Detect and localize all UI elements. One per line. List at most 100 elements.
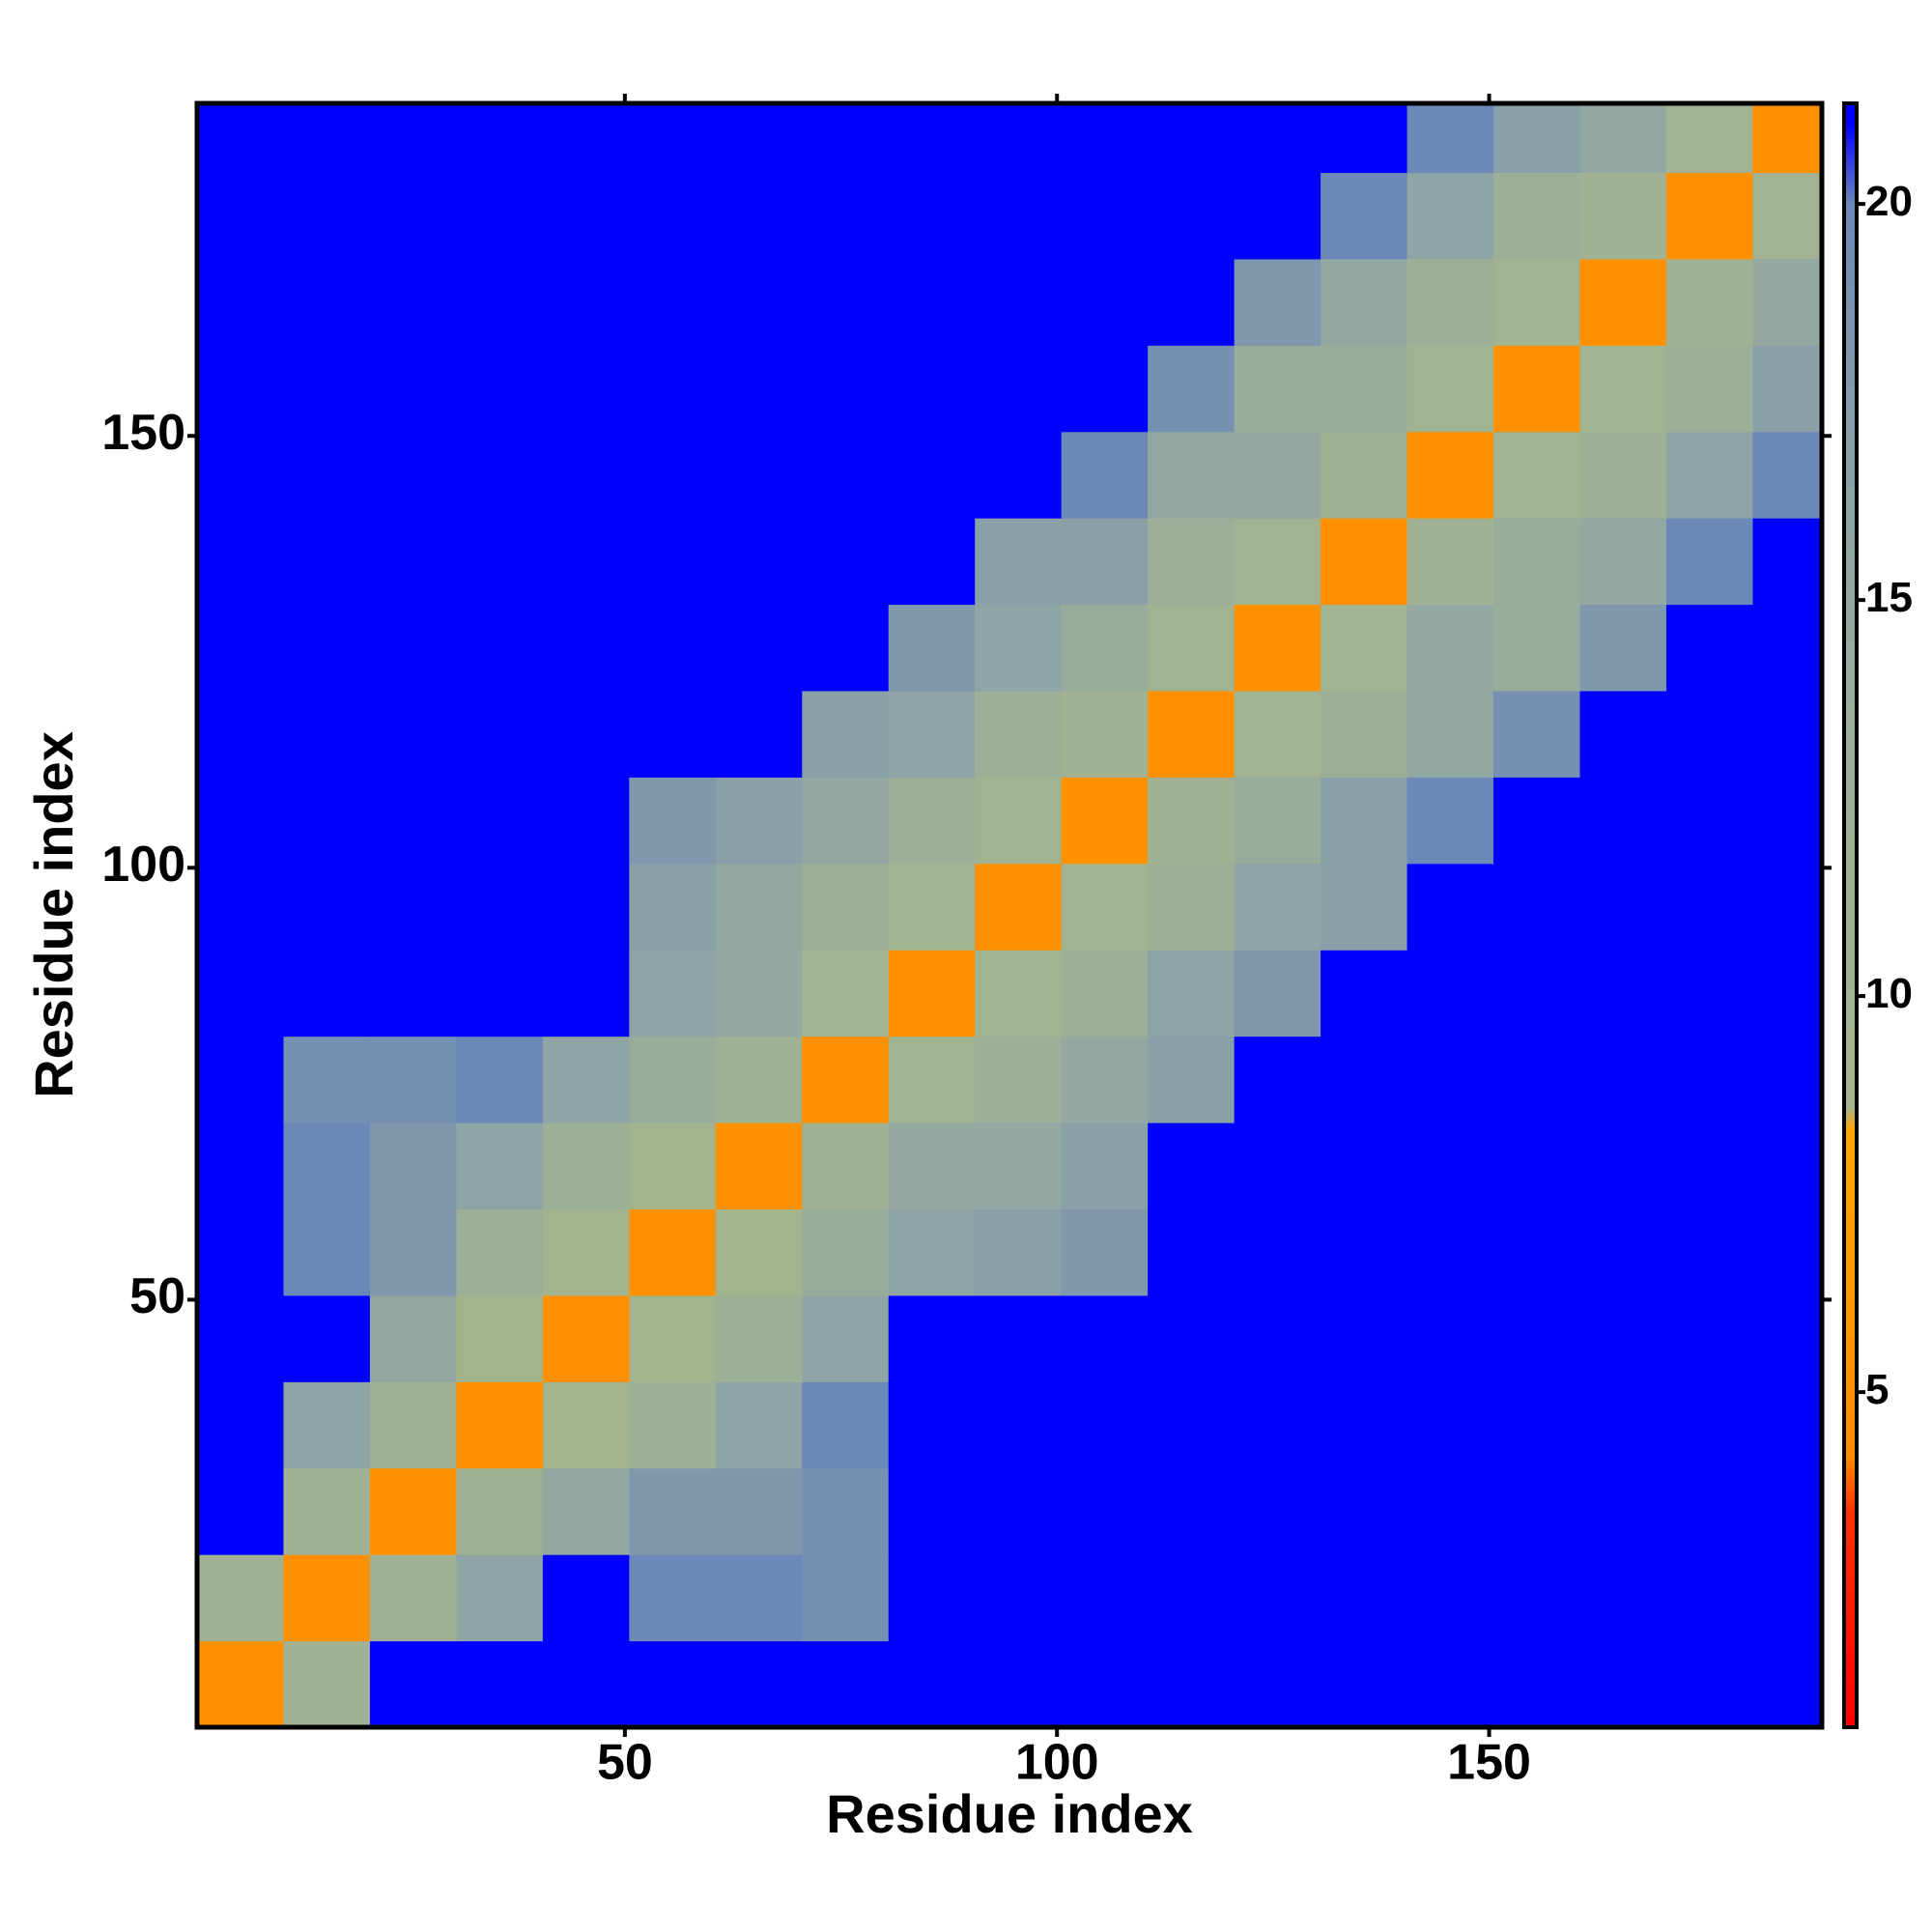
heatmap-cell	[1665, 1554, 1753, 1642]
heatmap-cell	[1493, 1122, 1580, 1210]
heatmap-cell	[1579, 1036, 1667, 1123]
heatmap-cell	[283, 1036, 371, 1123]
heatmap-cell	[1406, 172, 1494, 260]
heatmap-cell	[802, 777, 890, 865]
heatmap-cell	[802, 1467, 890, 1555]
heatmap-cell	[1406, 1036, 1494, 1123]
heatmap-cell	[197, 950, 284, 1037]
heatmap-cell	[1493, 345, 1580, 433]
heatmap-cell	[1061, 1036, 1149, 1123]
heatmap-cell	[1579, 431, 1667, 519]
heatmap-cell	[1148, 863, 1236, 951]
heatmap-cell	[1493, 1467, 1580, 1555]
heatmap-cell	[1493, 1640, 1580, 1728]
heatmap-cell	[715, 103, 803, 174]
heatmap-cell	[1406, 1554, 1494, 1642]
heatmap-cell	[629, 950, 717, 1037]
heatmap-cell	[975, 863, 1063, 951]
heatmap-cell	[1321, 1467, 1408, 1555]
heatmap-cell	[283, 1122, 371, 1210]
heatmap-cell	[1406, 863, 1494, 951]
heatmap-cell	[542, 172, 630, 260]
heatmap-cell	[715, 1640, 803, 1728]
heatmap-cell	[283, 950, 371, 1037]
heatmap-cell	[369, 258, 457, 346]
heatmap-cell	[542, 1381, 630, 1469]
heatmap-cell	[975, 1467, 1063, 1555]
heatmap-cell	[1234, 1467, 1321, 1555]
heatmap-cell	[1234, 103, 1321, 174]
heatmap-cell	[1579, 1467, 1667, 1555]
heatmap-cell	[715, 1554, 803, 1642]
heatmap-cell	[1752, 1122, 1823, 1210]
heatmap-cell	[1752, 863, 1823, 951]
y-tick-label: 150	[101, 405, 185, 461]
heatmap-cell	[456, 345, 544, 433]
heatmap-cell	[975, 691, 1063, 778]
heatmap-cell	[456, 1036, 544, 1123]
heatmap-cell	[629, 1467, 717, 1555]
heatmap-cell	[802, 863, 890, 951]
heatmap-cell	[542, 691, 630, 778]
heatmap-cell	[283, 777, 371, 865]
heatmap-cell	[197, 431, 284, 519]
heatmap-cell	[629, 1294, 717, 1382]
heatmap-cell	[369, 1294, 457, 1382]
heatmap-cell	[1148, 1294, 1236, 1382]
heatmap-cell	[283, 604, 371, 692]
heatmap-cell	[1579, 103, 1667, 174]
heatmap-cell	[1321, 1036, 1408, 1123]
heatmap-cell	[629, 1554, 717, 1642]
heatmap-cell	[888, 258, 976, 346]
heatmap-cell	[1234, 863, 1321, 951]
heatmap-cell	[197, 258, 284, 346]
heatmap-cell	[1234, 1640, 1321, 1728]
heatmap-cell	[1406, 1381, 1494, 1469]
heatmap-cell	[975, 172, 1063, 260]
heatmap-cell	[1579, 691, 1667, 778]
heatmap-cell	[197, 1294, 284, 1382]
heatmap-cell	[1321, 1554, 1408, 1642]
heatmap-cell	[1061, 1122, 1149, 1210]
heatmap-cell	[1061, 1208, 1149, 1296]
heatmap-cell	[1061, 1294, 1149, 1382]
heatmap-cell	[1234, 1294, 1321, 1382]
heatmap-cell	[629, 172, 717, 260]
heatmap-cell	[1493, 172, 1580, 260]
heatmap-cell	[197, 1640, 284, 1728]
heatmap-cell	[888, 950, 976, 1037]
heatmap-cell	[197, 1554, 284, 1642]
heatmap-cell	[1665, 1467, 1753, 1555]
heatmap-cell	[456, 103, 544, 174]
heatmap-cell	[1493, 431, 1580, 519]
heatmap-cell	[715, 1381, 803, 1469]
heatmap-cell	[1665, 103, 1753, 174]
heatmap-cell	[542, 103, 630, 174]
heatmap-cell	[1061, 950, 1149, 1037]
heatmap-cell	[888, 431, 976, 519]
heatmap-cell	[1493, 1554, 1580, 1642]
heatmap-cell	[542, 1467, 630, 1555]
heatmap-cell	[1665, 258, 1753, 346]
heatmap-cell	[802, 1036, 890, 1123]
heatmap-cell	[1752, 604, 1823, 692]
heatmap-cell	[542, 1036, 630, 1123]
heatmap-cell	[1665, 863, 1753, 951]
heatmap-cell	[1406, 518, 1494, 606]
heatmap-cell	[456, 777, 544, 865]
heatmap-cell	[629, 1208, 717, 1296]
heatmap-cell	[1148, 1640, 1236, 1728]
heatmap-cell	[1752, 1640, 1823, 1728]
heatmap-cell	[1406, 258, 1494, 346]
x-tick-label: 50	[597, 1735, 653, 1791]
heatmap-cell	[1061, 1554, 1149, 1642]
heatmap-cell	[888, 604, 976, 692]
heatmap-cell	[888, 1554, 976, 1642]
heatmap-cell	[802, 1122, 890, 1210]
heatmap-cell	[1665, 1208, 1753, 1296]
heatmap-cell	[975, 1208, 1063, 1296]
heatmap-cell	[888, 172, 976, 260]
heatmap-cell	[1321, 1208, 1408, 1296]
heatmap-cell	[1406, 345, 1494, 433]
heatmap-cell	[629, 258, 717, 346]
